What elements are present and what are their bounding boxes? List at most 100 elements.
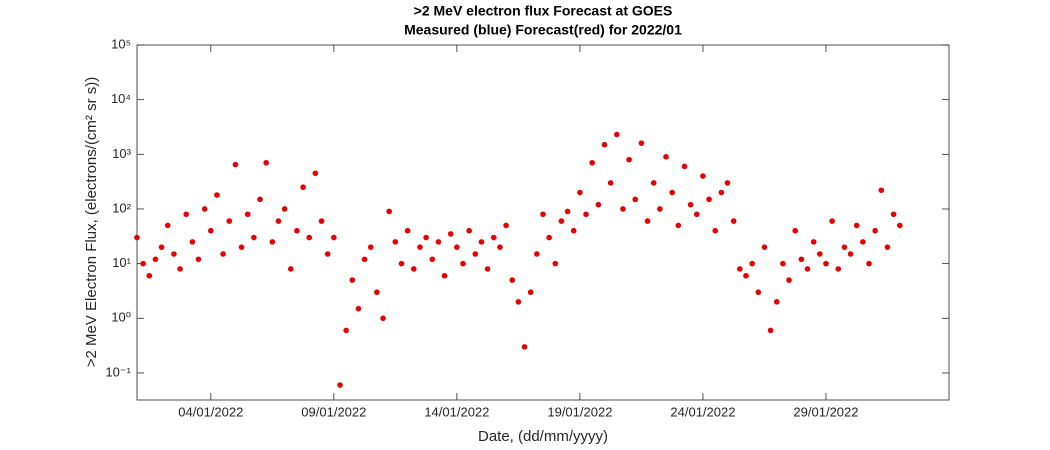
data-point bbox=[614, 131, 620, 138]
data-point bbox=[374, 289, 380, 296]
x-tick-label: 29/01/2022 bbox=[793, 404, 858, 419]
data-point bbox=[367, 244, 374, 250]
data-point bbox=[484, 266, 491, 272]
data-point bbox=[644, 218, 651, 224]
data-point bbox=[730, 218, 737, 224]
data-point bbox=[454, 244, 460, 250]
data-point bbox=[466, 227, 472, 234]
data-point bbox=[687, 201, 694, 208]
data-point bbox=[706, 196, 712, 203]
data-point bbox=[663, 154, 669, 160]
y-axis-title: >2 MeV Electron Flux, (electrons/(cm² sr… bbox=[83, 77, 100, 367]
y-tick-label: 10⁻¹ bbox=[105, 364, 131, 379]
data-point bbox=[884, 244, 891, 250]
data-point bbox=[503, 222, 509, 229]
chart-title: >2 MeV electron flux Forecast at GOES bbox=[414, 3, 673, 19]
data-point bbox=[318, 218, 325, 224]
data-point bbox=[349, 277, 356, 283]
data-point bbox=[251, 234, 257, 241]
data-point bbox=[878, 187, 885, 194]
data-point bbox=[380, 315, 386, 322]
data-point bbox=[675, 222, 682, 229]
x-tick-label: 19/01/2022 bbox=[547, 404, 612, 419]
y-tick-label: 10⁵ bbox=[111, 36, 131, 51]
data-point bbox=[700, 173, 706, 179]
data-point bbox=[140, 260, 146, 267]
data-point bbox=[281, 206, 288, 212]
data-point bbox=[158, 244, 165, 250]
data-point bbox=[189, 239, 196, 245]
data-point bbox=[626, 156, 632, 163]
data-point bbox=[300, 184, 306, 191]
data-point bbox=[755, 289, 762, 296]
data-point bbox=[890, 211, 897, 218]
data-point bbox=[324, 251, 331, 257]
data-point bbox=[220, 251, 226, 257]
data-point bbox=[798, 256, 805, 263]
data-point bbox=[607, 180, 614, 186]
data-point bbox=[853, 222, 860, 229]
data-point bbox=[497, 244, 503, 250]
data-point bbox=[287, 266, 294, 272]
data-point bbox=[749, 260, 755, 267]
data-point bbox=[392, 239, 399, 245]
data-point bbox=[509, 277, 516, 283]
y-tick-label: 10⁰ bbox=[111, 310, 131, 325]
data-point bbox=[146, 272, 153, 279]
data-point bbox=[361, 256, 368, 263]
data-point bbox=[257, 196, 263, 203]
y-tick-label: 10¹ bbox=[112, 255, 131, 270]
data-point bbox=[244, 211, 251, 218]
x-tick-label: 09/01/2022 bbox=[301, 404, 366, 419]
data-point bbox=[201, 206, 208, 212]
data-point bbox=[417, 244, 423, 250]
data-point bbox=[208, 227, 214, 234]
data-point bbox=[490, 234, 497, 241]
data-point bbox=[238, 244, 245, 250]
data-point bbox=[681, 163, 688, 170]
data-point bbox=[441, 272, 448, 279]
data-point bbox=[780, 260, 786, 267]
x-tick-label: 14/01/2022 bbox=[424, 404, 489, 419]
data-point bbox=[343, 327, 349, 334]
data-point bbox=[460, 260, 466, 267]
data-point bbox=[866, 260, 872, 267]
data-point bbox=[792, 227, 799, 234]
data-point bbox=[171, 251, 177, 257]
data-point bbox=[737, 266, 743, 272]
data-point bbox=[337, 382, 343, 388]
data-point bbox=[601, 141, 608, 148]
data-point bbox=[595, 201, 602, 208]
data-point bbox=[896, 222, 903, 229]
data-point bbox=[583, 211, 589, 218]
data-point bbox=[534, 251, 540, 257]
x-axis-title: Date, (dd/mm/yyyy) bbox=[478, 428, 608, 445]
data-point bbox=[478, 239, 485, 245]
data-point bbox=[214, 192, 220, 198]
data-point bbox=[386, 208, 393, 215]
x-tick-label: 04/01/2022 bbox=[178, 404, 243, 419]
data-point bbox=[429, 256, 436, 263]
data-point bbox=[152, 256, 159, 263]
data-point bbox=[669, 189, 675, 196]
data-point bbox=[164, 222, 171, 229]
data-point bbox=[810, 239, 817, 245]
data-point bbox=[872, 227, 878, 234]
data-point bbox=[183, 211, 190, 218]
data-point bbox=[275, 218, 282, 224]
data-point bbox=[195, 256, 202, 263]
data-point bbox=[226, 218, 233, 224]
data-point bbox=[786, 277, 792, 283]
data-point bbox=[657, 206, 663, 212]
data-point bbox=[435, 239, 442, 245]
data-point bbox=[817, 251, 823, 257]
data-point bbox=[847, 251, 854, 257]
data-point bbox=[693, 211, 700, 218]
data-point bbox=[632, 196, 639, 203]
data-point bbox=[312, 170, 319, 177]
data-point bbox=[398, 260, 405, 267]
data-point bbox=[331, 234, 337, 241]
data-point bbox=[761, 244, 768, 250]
data-point bbox=[552, 260, 559, 267]
data-point bbox=[718, 189, 725, 196]
